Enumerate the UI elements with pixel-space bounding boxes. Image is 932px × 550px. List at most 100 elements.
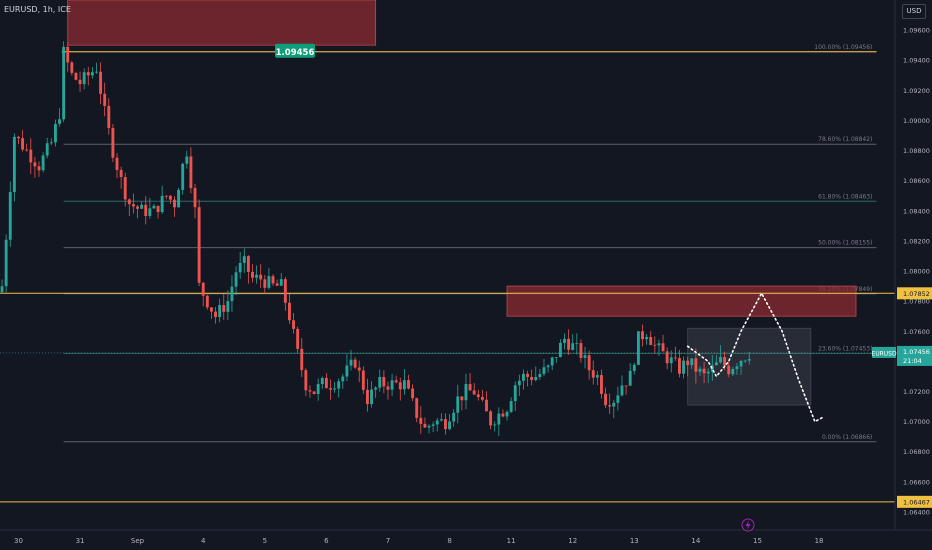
currency-button[interactable]: USD — [902, 4, 926, 19]
price-tick-label: 1.09600 — [903, 27, 930, 35]
level-price-tag — [897, 495, 932, 508]
candle-body — [407, 380, 410, 389]
candle-body — [349, 359, 353, 366]
candle-body — [246, 256, 250, 272]
candle-body — [189, 156, 193, 189]
candle-body — [70, 62, 74, 73]
candle-body — [263, 279, 267, 288]
candle-body — [374, 387, 378, 390]
candle-body — [616, 395, 620, 403]
candle-body — [308, 390, 312, 392]
candle-body — [546, 365, 550, 368]
time-tick-label: 31 — [76, 537, 85, 545]
price-tick-label: 1.09000 — [903, 117, 930, 125]
candle-body — [193, 188, 197, 208]
time-tick-label: 8 — [447, 537, 451, 545]
candle-body — [636, 331, 640, 365]
candle-body — [58, 119, 61, 124]
candle-body — [49, 142, 53, 144]
candle-body — [673, 357, 677, 359]
candle-body — [156, 205, 160, 213]
price-tick-label: 1.08400 — [903, 207, 930, 215]
candle-body — [353, 359, 357, 368]
level-price-tag-text: 1.07852 — [903, 290, 930, 298]
candle-body — [238, 262, 242, 273]
fib-label: 61.80% (1.08463) — [818, 193, 872, 200]
candle-body — [522, 373, 525, 381]
candle-body — [542, 367, 546, 374]
fib-label: 50.00% (1.08155) — [818, 240, 872, 247]
candle-body — [259, 274, 263, 280]
price-tick-label: 1.06800 — [903, 448, 930, 456]
candle-body — [739, 360, 743, 367]
candle-body — [431, 424, 435, 426]
candle-body — [136, 206, 139, 209]
candle-body — [312, 391, 316, 395]
time-axis[interactable]: 30 31 Sep 4 5 6 7 8 11 12 13 14 15 18 — [0, 529, 932, 545]
candles — [0, 41, 751, 436]
candle-body — [731, 369, 735, 375]
candle-body — [558, 342, 562, 358]
candle-body — [366, 389, 369, 405]
time-tick-label: 13 — [630, 537, 639, 545]
candle-body — [90, 72, 94, 76]
candle-body — [398, 382, 402, 390]
candle-body — [160, 195, 164, 213]
fib-label: 23.60% (1.07453) — [818, 345, 872, 352]
candle-body — [571, 343, 575, 350]
candle-body — [526, 373, 529, 377]
candle-body — [624, 385, 628, 387]
candle-body — [251, 271, 254, 278]
candle-body — [698, 368, 702, 372]
candle-body — [538, 373, 542, 378]
candle-body — [444, 419, 447, 430]
candle-body — [419, 417, 423, 424]
price-tick-label: 1.08800 — [903, 147, 930, 155]
candle-body — [17, 136, 20, 139]
candle-body — [620, 385, 624, 396]
candle-body — [427, 425, 431, 428]
candle-body — [53, 123, 57, 143]
candle-body — [386, 386, 390, 390]
time-tick-label: 18 — [815, 537, 824, 545]
last-price-tag — [897, 345, 932, 366]
candle-body — [148, 208, 152, 216]
candle-body — [95, 71, 98, 73]
candle-body — [714, 362, 718, 366]
candle-body — [686, 360, 690, 366]
candle-body — [382, 376, 386, 387]
candle-body — [554, 357, 558, 358]
candle-body — [209, 307, 213, 312]
high-level-badge — [275, 43, 315, 58]
time-tick-label: 4 — [201, 537, 206, 545]
candle-body — [612, 402, 616, 407]
price-axis[interactable]: 1.09600 1.09400 1.09200 1.09000 1.08800 1.086… — [0, 0, 932, 530]
level-price-tag-text: 1.06467 — [903, 498, 930, 506]
price-tick-label: 1.07600 — [903, 328, 930, 336]
candle-body — [66, 46, 70, 63]
candle-body — [690, 358, 694, 366]
level-price-tag — [897, 287, 932, 300]
candle-body — [357, 367, 361, 371]
candle-body — [271, 276, 275, 284]
lightning-icon[interactable] — [741, 518, 755, 532]
price-tick-label: 1.06400 — [903, 508, 930, 516]
candle-body — [649, 336, 653, 345]
time-tick-label: 12 — [568, 537, 577, 545]
candle-body — [21, 138, 25, 150]
candle-body — [361, 370, 365, 390]
fib-label: 78.60% (1.08842) — [818, 136, 872, 143]
candle-body — [292, 320, 295, 329]
time-tick-label: 5 — [263, 537, 267, 545]
candle-body — [448, 421, 451, 430]
candle-body — [197, 207, 201, 283]
price-tick-label: 1.07800 — [903, 298, 930, 306]
price-tick-label: 1.07000 — [903, 418, 930, 426]
candle-body — [747, 359, 751, 361]
candle-body — [296, 328, 300, 349]
candle-body — [181, 163, 185, 190]
supply-zone-top — [67, 0, 377, 46]
candle-body — [115, 157, 119, 170]
